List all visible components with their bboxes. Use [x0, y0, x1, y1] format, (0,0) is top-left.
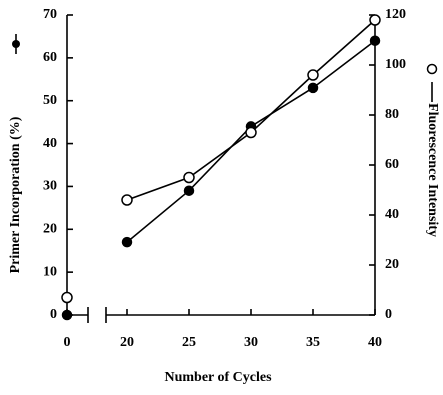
y-tick-label: 60 [43, 50, 57, 65]
x-tick-label: 35 [306, 335, 320, 350]
y-tick-label: 20 [43, 222, 57, 237]
x-tick-label: 0 [64, 335, 71, 350]
y-axis-label: Primer Incorporation (%) [8, 116, 23, 273]
x-tick-label: 20 [120, 335, 134, 350]
data-point [369, 35, 381, 46]
x-tick-label: 25 [182, 335, 196, 350]
x-axis-label: Number of Cycles [164, 370, 272, 385]
y2-tick-label: 80 [385, 107, 399, 122]
data-point [307, 69, 319, 81]
y-tick-label: 70 [43, 7, 57, 22]
data-point [61, 291, 73, 304]
x-tick-label: 30 [244, 335, 258, 350]
y2-axis-label: Fluorescence Intensity [425, 103, 440, 237]
y-tick-label: 30 [43, 179, 57, 194]
series-line [126, 19, 376, 201]
data-point [369, 14, 381, 26]
y-tick-label: 10 [43, 264, 57, 279]
y2-tick-label: 120 [385, 7, 406, 22]
y2-tick-label: 0 [385, 307, 392, 322]
data-point [121, 194, 133, 206]
y-label-symbol [12, 34, 20, 54]
y2-tick-label: 60 [385, 157, 399, 172]
data-point [61, 309, 73, 321]
data-point [307, 82, 319, 94]
data-point [183, 171, 195, 184]
y2-tick-label: 100 [385, 57, 406, 72]
y-tick-label: 0 [50, 307, 57, 322]
y2-label-symbol [426, 63, 438, 102]
data-point [245, 126, 257, 139]
y2-tick-label: 20 [385, 257, 399, 272]
x-tick-label: 40 [368, 335, 382, 350]
data-point [183, 185, 195, 196]
series-line [126, 40, 376, 243]
y2-tick-label: 40 [385, 207, 399, 222]
y-tick-label: 40 [43, 136, 57, 151]
data-point [121, 236, 133, 248]
y-tick-label: 50 [43, 93, 57, 108]
